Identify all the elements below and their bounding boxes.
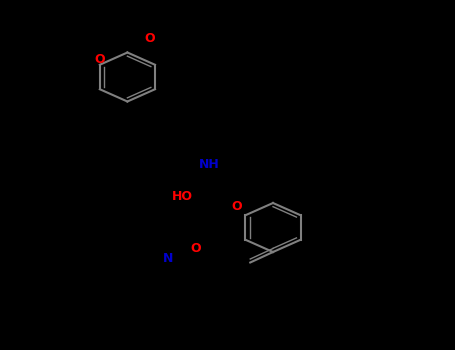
Text: HO: HO	[172, 189, 192, 203]
Text: N: N	[163, 252, 173, 266]
Text: O: O	[95, 53, 106, 66]
Text: O: O	[190, 242, 201, 255]
Text: O: O	[145, 32, 156, 45]
Text: O: O	[231, 200, 242, 213]
Text: NH: NH	[199, 158, 220, 171]
